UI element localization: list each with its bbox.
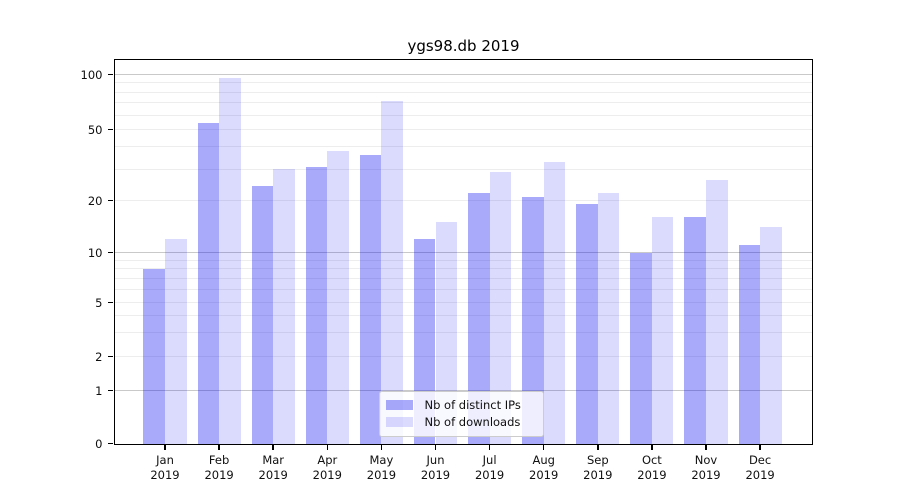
x-tick-sep (597, 445, 599, 450)
bar-downloads-dec (760, 227, 782, 444)
bar-downloads-jan (165, 238, 187, 444)
y-tick-label-20: 20 (87, 193, 103, 208)
gridline-20 (114, 200, 812, 201)
gridline-10 (114, 252, 812, 253)
x-tick-label-jan: Jan 2019 (150, 452, 180, 483)
legend: Nb of distinct IPs Nb of downloads (378, 390, 544, 437)
legend-swatch-downloads (385, 417, 413, 427)
bar-distinct-ips-jul (468, 193, 490, 444)
legend-swatch-distinct-ips (385, 400, 413, 410)
bar-distinct-ips-feb (197, 123, 220, 444)
x-tick-label-sep: Sep 2019 (583, 452, 613, 483)
x-tick-label-may: May 2019 (366, 452, 397, 483)
x-tick-label-jun: Jun 2019 (420, 452, 451, 483)
x-tick-jan (164, 445, 166, 450)
bar-downloads-oct (651, 217, 674, 444)
bar-downloads-may (381, 100, 403, 444)
gridline-minor-70 (114, 102, 812, 104)
gridline-minor-30 (114, 168, 812, 170)
legend-label-distinct-ips: Nb of distinct IPs (424, 397, 521, 412)
bar-distinct-ips-dec (738, 245, 761, 444)
bar-distinct-ips-jan (143, 268, 165, 444)
gridline-5 (114, 302, 812, 303)
bar-distinct-ips-sep (576, 204, 598, 444)
x-tick-label-apr: Apr 2019 (312, 452, 342, 483)
gridline-minor-9 (114, 259, 812, 261)
x-tick-label-feb: Feb 2019 (204, 452, 234, 483)
legend-label-downloads: Nb of downloads (424, 414, 521, 429)
bar-downloads-feb (219, 77, 241, 444)
bar-distinct-ips-aug (522, 196, 544, 444)
y-tick-10 (108, 251, 113, 254)
gridline-2 (114, 356, 812, 357)
bar-downloads-jul (489, 171, 512, 444)
x-tick-mar (272, 445, 274, 450)
x-tick-apr (326, 445, 329, 450)
bar-downloads-jun (435, 222, 458, 444)
x-tick-nov (705, 445, 707, 450)
chart-title: ygs98.db 2019 (407, 37, 520, 55)
x-tick-aug (542, 445, 545, 450)
gridline-minor-4 (114, 315, 812, 317)
x-tick-oct (651, 445, 653, 450)
gridline-minor-3 (114, 332, 812, 334)
y-tick-label-50: 50 (87, 122, 103, 137)
legend-row-distinct-ips: Nb of distinct IPs (385, 397, 536, 414)
bar-downloads-apr (327, 150, 349, 444)
legend-row-downloads: Nb of downloads (385, 414, 536, 431)
x-tick-label-mar: Mar 2019 (258, 452, 288, 483)
bar-distinct-ips-may (359, 154, 382, 444)
y-tick-1 (108, 389, 113, 392)
gridline-minor-7 (114, 277, 812, 279)
bar-downloads-sep (597, 193, 620, 444)
x-tick-feb (218, 445, 220, 450)
y-tick-label-0: 0 (95, 436, 103, 451)
x-tick-jun (434, 445, 437, 450)
gridline-minor-60 (114, 114, 812, 116)
y-tick-50 (108, 128, 113, 131)
gridline-minor-6 (114, 288, 812, 290)
x-tick-jul (488, 445, 491, 450)
y-tick-20 (108, 199, 113, 202)
y-tick-0 (108, 442, 113, 445)
bar-distinct-ips-oct (630, 252, 652, 444)
gridline-minor-8 (114, 268, 812, 270)
gridline-100 (114, 74, 812, 75)
x-tick-dec (759, 445, 761, 450)
bar-distinct-ips-mar (251, 186, 274, 444)
gridline-50 (114, 129, 812, 130)
x-tick-label-dec: Dec 2019 (745, 452, 775, 483)
y-tick-label-2: 2 (95, 349, 103, 364)
gridline-minor-80 (114, 91, 812, 93)
y-tick-2 (108, 355, 113, 358)
bar-distinct-ips-nov (684, 217, 706, 444)
y-tick-label-5: 5 (95, 295, 103, 310)
x-tick-label-oct: Oct 2019 (637, 452, 667, 483)
bar-downloads-mar (273, 169, 295, 444)
y-tick-label-10: 10 (87, 245, 103, 260)
y-tick-label-100: 100 (80, 67, 103, 82)
bar-downloads-nov (706, 180, 728, 444)
x-tick-may (380, 445, 383, 450)
bar-distinct-ips-apr (305, 166, 328, 444)
y-tick-5 (108, 301, 113, 304)
y-tick-100 (108, 73, 113, 76)
x-tick-label-aug: Aug 2019 (529, 452, 559, 483)
x-tick-label-jul: Jul 2019 (474, 452, 505, 483)
gridline-minor-90 (114, 82, 812, 84)
gridline-minor-40 (114, 146, 812, 148)
x-tick-label-nov: Nov 2019 (691, 452, 721, 483)
bar-downloads-aug (543, 161, 566, 444)
plot-area: Nb of distinct IPs Nb of downloads 0 1 2 5 1… (81, 58, 813, 482)
y-tick-label-1: 1 (95, 383, 103, 398)
